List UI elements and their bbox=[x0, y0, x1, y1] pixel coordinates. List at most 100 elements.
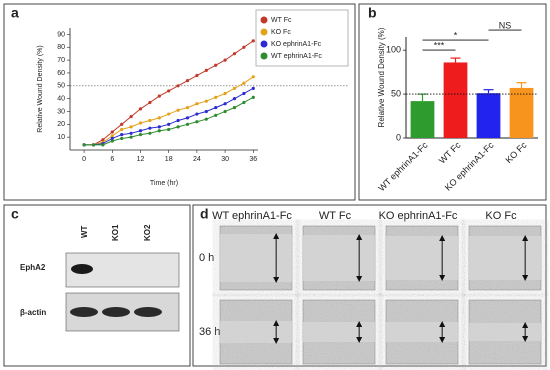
data-point bbox=[110, 130, 114, 134]
data-point bbox=[223, 109, 227, 114]
data-point bbox=[232, 97, 237, 101]
y-tick-label: 80 bbox=[57, 44, 65, 51]
x-tick-label: WT Fc bbox=[437, 140, 463, 166]
y-axis-label: Relative Wound Density (%) bbox=[37, 45, 44, 132]
y-tick-label: 60 bbox=[57, 70, 65, 77]
panel-label: a bbox=[11, 5, 19, 21]
data-point bbox=[185, 122, 190, 126]
x-tick-label: 36 bbox=[249, 156, 257, 163]
data-point bbox=[214, 63, 218, 67]
panel-frame bbox=[3, 204, 191, 367]
lane-label: KO1 bbox=[111, 224, 120, 241]
data-point bbox=[214, 113, 218, 117]
data-point bbox=[129, 125, 133, 129]
data-point bbox=[204, 68, 208, 72]
x-tick-label: 0 bbox=[82, 156, 86, 163]
panel-frame bbox=[3, 3, 356, 201]
data-point bbox=[138, 129, 143, 133]
data-point bbox=[223, 102, 227, 106]
data-point bbox=[251, 95, 255, 99]
data-point bbox=[120, 132, 124, 137]
wound-gap bbox=[469, 323, 541, 341]
y-tick-label: 20 bbox=[57, 121, 65, 128]
data-point bbox=[101, 143, 105, 147]
legend-box bbox=[255, 9, 349, 67]
panel-frame bbox=[192, 204, 547, 367]
data-point bbox=[176, 118, 180, 123]
x-tick-label: 30 bbox=[221, 156, 229, 163]
row-label: 0 h bbox=[199, 252, 214, 264]
data-point bbox=[251, 86, 255, 90]
y-tick-label: 50 bbox=[391, 88, 401, 98]
data-point bbox=[129, 131, 133, 135]
panel-label: c bbox=[11, 206, 19, 222]
data-point bbox=[242, 91, 246, 96]
data-point bbox=[242, 45, 246, 49]
data-point bbox=[138, 107, 143, 111]
data-point bbox=[120, 127, 124, 132]
x-tick-label: 18 bbox=[165, 156, 173, 163]
data-point bbox=[176, 84, 180, 88]
data-point bbox=[195, 102, 199, 106]
data-point bbox=[110, 134, 114, 138]
data-point bbox=[120, 136, 124, 141]
wound-gap bbox=[303, 235, 375, 281]
significance-label: NS bbox=[499, 20, 512, 30]
wound-gap bbox=[220, 321, 292, 343]
data-point bbox=[167, 112, 171, 116]
row-label: 36 h bbox=[199, 326, 220, 338]
y-tick-label: 70 bbox=[57, 57, 65, 64]
blot-band bbox=[70, 307, 98, 317]
data-point bbox=[138, 132, 143, 137]
data-point bbox=[214, 106, 218, 110]
x-tick-label: 24 bbox=[193, 156, 201, 163]
data-point bbox=[242, 81, 246, 85]
data-point bbox=[157, 94, 161, 98]
wound-gap bbox=[303, 322, 375, 342]
significance-label: *** bbox=[434, 40, 445, 50]
data-point bbox=[82, 143, 86, 147]
data-point bbox=[251, 75, 255, 79]
blot-band bbox=[102, 307, 130, 317]
panel-d: WT ephrinA1-Fc WT Fc KO ephrinA1-Fc KO Fc 0 … bbox=[199, 210, 542, 365]
data-point bbox=[232, 86, 237, 90]
data-point bbox=[176, 108, 180, 112]
data-point bbox=[204, 99, 208, 103]
y-tick-label: 90 bbox=[57, 31, 65, 38]
data-point bbox=[185, 106, 190, 110]
legend-label: WT Fc bbox=[271, 17, 292, 24]
significance-label: * bbox=[454, 30, 458, 40]
legend-label: WT ephrinA1-Fc bbox=[271, 53, 322, 60]
bar bbox=[443, 62, 468, 138]
data-point bbox=[138, 121, 143, 125]
bar bbox=[509, 87, 534, 138]
data-point bbox=[232, 52, 237, 56]
legend-marker bbox=[260, 40, 268, 48]
wound-gap bbox=[386, 236, 458, 280]
data-point bbox=[185, 116, 190, 120]
data-point bbox=[157, 129, 161, 133]
legend-label: KO Fc bbox=[271, 29, 291, 36]
y-tick-label: 40 bbox=[57, 95, 65, 102]
data-point bbox=[157, 125, 161, 129]
panel-frame bbox=[358, 3, 547, 201]
x-tick-label: WT ephrinA1-Fc bbox=[376, 140, 430, 194]
data-point bbox=[129, 115, 133, 119]
data-point bbox=[204, 117, 208, 121]
data-point bbox=[110, 139, 114, 143]
data-point bbox=[223, 91, 227, 96]
x-tick-label: 6 bbox=[110, 156, 114, 163]
data-point bbox=[101, 138, 105, 142]
column-label: WT ephrinA1-Fc bbox=[212, 210, 292, 222]
data-point bbox=[110, 136, 114, 141]
y-tick-label: 0 bbox=[396, 132, 401, 142]
data-point bbox=[148, 100, 152, 105]
column-label: WT Fc bbox=[319, 210, 352, 222]
data-point bbox=[185, 79, 190, 83]
data-point bbox=[91, 143, 96, 147]
data-point bbox=[223, 58, 227, 62]
data-point bbox=[251, 39, 255, 43]
blot-band bbox=[71, 264, 93, 274]
column-label: KO Fc bbox=[485, 210, 517, 222]
